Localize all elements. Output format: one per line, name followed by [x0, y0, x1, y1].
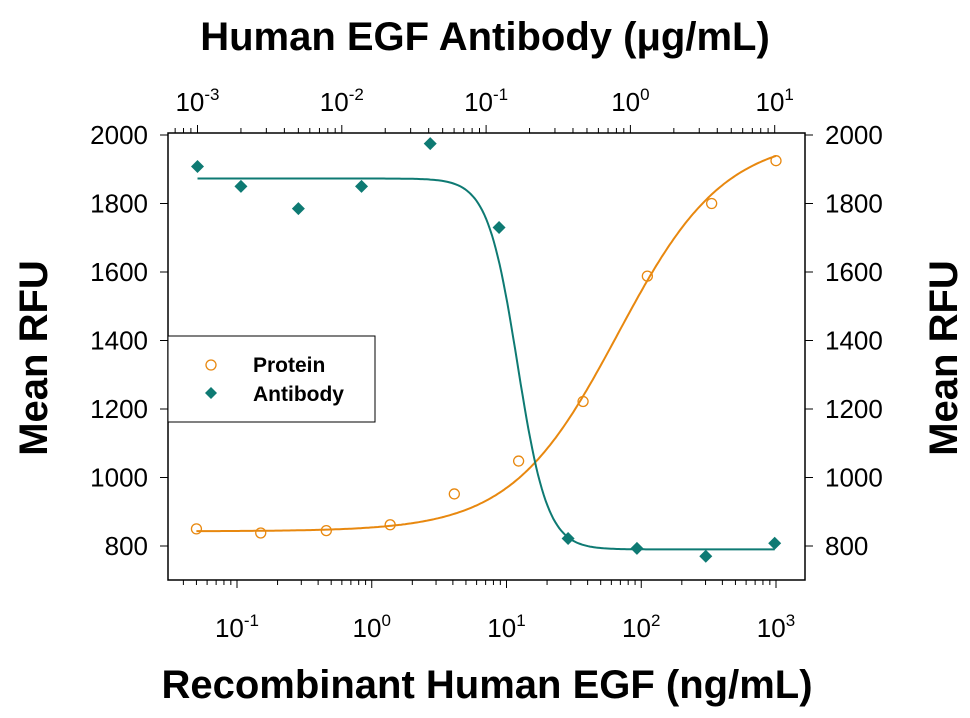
legend: Protein Antibody [167, 335, 376, 423]
protein-data-point [705, 197, 718, 210]
bottom-x-tick-label: 102 [622, 611, 660, 643]
antibody-data-point [561, 531, 575, 545]
right-y-tick-label: 1000 [825, 463, 883, 493]
bottom-x-tick-label: 100 [353, 611, 391, 643]
left-y-tick-label: 1400 [90, 326, 148, 356]
protein-data-point [512, 455, 525, 467]
protein-data-point [320, 524, 332, 537]
protein-data-point [770, 155, 782, 167]
right-y-tick-label: 1200 [825, 394, 883, 424]
left-axis-title: Mean RFU [12, 260, 56, 456]
legend-antibody-marker [205, 387, 217, 399]
right-y-tick-label: 1800 [825, 189, 883, 219]
protein-data-point [641, 270, 654, 282]
right-y-tick-label: 1400 [825, 326, 883, 356]
protein-data-point [255, 527, 267, 539]
left-y-tick-label: 1800 [90, 189, 148, 219]
bottom-x-tick-label: 101 [487, 611, 525, 643]
legend-antibody-label: Antibody [253, 383, 344, 406]
legend-box [167, 335, 376, 423]
right-y-tick-label: 1600 [825, 257, 883, 287]
left-y-tick-label: 1600 [90, 257, 148, 287]
left-y-tick-label: 2000 [90, 120, 148, 150]
left-y-tick-label: 1200 [90, 394, 148, 424]
top-axis-title: Human EGF Antibody (μg/mL) [200, 15, 770, 59]
bottom-x-tick-label: 103 [757, 611, 795, 643]
right-axis-title: Mean RFU [922, 260, 966, 456]
right-y-tick-label: 800 [825, 531, 868, 561]
legend-protein-marker [205, 359, 217, 371]
antibody-data-point [630, 541, 644, 555]
protein-data-point [384, 519, 396, 531]
antibody-data-point [768, 536, 782, 550]
protein-data-point [577, 395, 589, 408]
right-y-tick-label: 2000 [825, 120, 883, 150]
top-x-tick-label: 10-2 [320, 85, 364, 117]
top-x-tick-label: 100 [611, 85, 649, 117]
bottom-x-tick-label: 10-1 [215, 611, 259, 643]
antibody-data-point [191, 160, 204, 174]
protein-data-point [448, 488, 460, 500]
left-y-tick-label: 1000 [90, 463, 148, 493]
top-x-tick-label: 10-1 [464, 85, 508, 117]
antibody-data-point [423, 137, 437, 151]
protein-fit-curve [196, 154, 777, 533]
antibody-fit-curve [197, 177, 775, 551]
antibody-data-point [492, 220, 506, 234]
bottom-axis-title: Recombinant Human EGF (ng/mL) [161, 663, 812, 707]
top-x-tick-label: 10-3 [175, 85, 219, 117]
legend-protein-label: Protein [253, 354, 325, 377]
antibody-data-point [234, 179, 248, 193]
antibody-data-point [699, 549, 713, 563]
left-y-tick-label: 800 [105, 531, 148, 561]
protein-data-point [190, 523, 203, 535]
antibody-data-point [355, 179, 369, 193]
top-x-tick-label: 101 [756, 85, 794, 117]
antibody-data-point [291, 202, 305, 216]
